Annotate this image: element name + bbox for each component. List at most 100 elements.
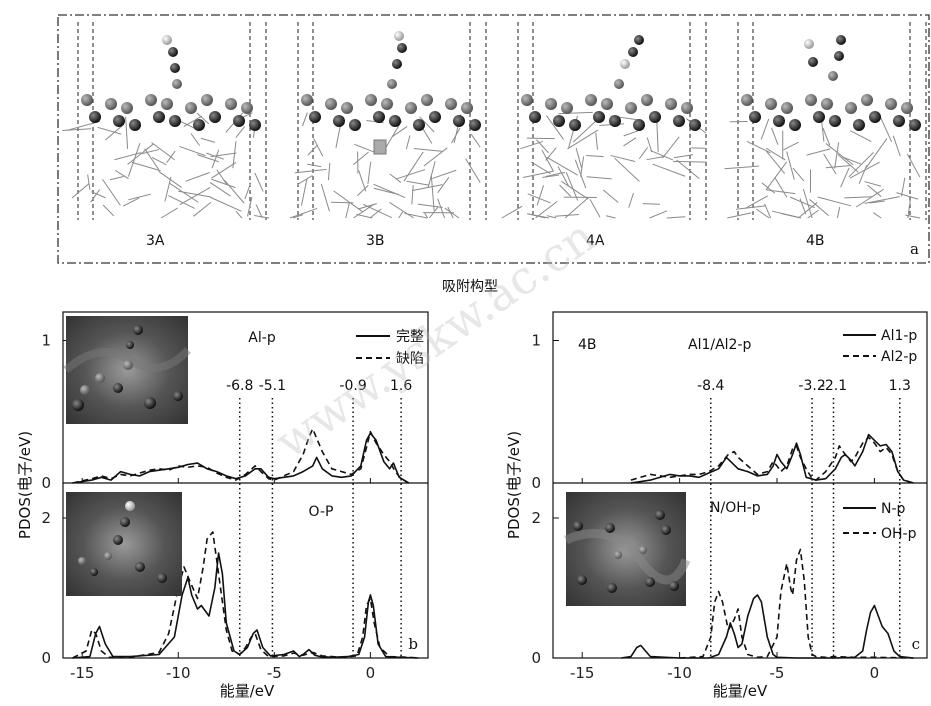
lattice-bond: [837, 154, 859, 173]
lattice-bond: [367, 161, 372, 185]
marker-label: 1.6: [390, 378, 412, 394]
lattice-bond: [255, 204, 263, 219]
lattice-bond: [869, 200, 885, 204]
lattice-bond: [756, 208, 770, 219]
panel-c: -8.4 -3.2-2.1 1.3 0 1 0 2 -15 -10 -5 0 4B Al1/Al2…: [505, 311, 928, 700]
structure-4a: 4A: [501, 22, 707, 249]
lattice-bond: [356, 184, 369, 197]
pdos-line-Al1-p: [630, 433, 914, 484]
subsurface-atom: [529, 111, 541, 123]
lattice-bond: [127, 143, 141, 177]
surface-atom: [185, 102, 197, 114]
lattice-bond: [907, 196, 912, 219]
lattice-bond: [823, 153, 837, 175]
y-tick-label: 0: [41, 649, 51, 667]
y-tick-label: 2: [531, 509, 541, 527]
panel-c-xlabel: 能量/eV: [713, 682, 768, 700]
lattice-bond: [395, 169, 426, 180]
marker-label: -0.9: [339, 378, 366, 394]
lattice-bond: [211, 178, 236, 189]
adsorbate-atom: [168, 47, 178, 57]
surface-atom: [561, 102, 573, 114]
subsurface-atom: [593, 111, 605, 123]
lattice-bond: [798, 202, 818, 219]
lattice-bond: [760, 118, 770, 140]
lattice-bond: [541, 149, 554, 172]
panel-c-plot: -8.4 -3.2-2.1 1.3: [621, 378, 914, 659]
panel-b-ylabel: PDOS(电子/eV): [16, 431, 34, 539]
lattice-bond: [554, 213, 579, 217]
lattice-bond: [559, 184, 572, 197]
marker-label: -3.2: [798, 378, 825, 394]
lattice-bond: [649, 210, 668, 219]
surface-atom: [81, 94, 93, 106]
surface-atom: [741, 94, 753, 106]
lattice-bond: [151, 156, 167, 166]
lattice-bond: [522, 170, 554, 179]
lattice-bond: [605, 215, 616, 219]
subsurface-atom: [249, 119, 261, 131]
lattice-bond: [140, 149, 160, 155]
lattice-bond: [765, 150, 786, 174]
subsurface-atom: [633, 119, 645, 131]
lattice-bond: [294, 168, 327, 174]
lattice-bond: [206, 152, 224, 160]
inset-density-n-oh-p: [564, 492, 691, 606]
lattice-bond: [536, 185, 544, 206]
lattice-bond: [676, 159, 700, 179]
panel-b: -6.8 -5.1 -0.9 1.6 0 1 0 2 -15 -10 -5 0: [16, 311, 429, 700]
lattice-bond: [210, 196, 242, 212]
lattice-bond: [501, 205, 523, 219]
subsurface-atom: [469, 119, 481, 131]
pdos-line-Al2-p: [630, 436, 914, 484]
lattice-bond: [211, 162, 237, 179]
lattice-bond: [809, 199, 829, 216]
surface-atom: [585, 94, 597, 106]
lattice-bond: [774, 177, 788, 198]
lattice-bond: [628, 192, 634, 208]
lattice-bond: [817, 196, 852, 207]
lattice-bond: [745, 195, 769, 209]
lattice-bond: [432, 169, 457, 179]
surface-atom: [901, 102, 913, 114]
surface-atom: [225, 98, 237, 110]
marker-label: -5.1: [259, 378, 286, 394]
lattice-bond: [546, 115, 564, 140]
subsurface-atom: [193, 119, 205, 131]
legend-label-al2: Al2-p: [881, 349, 917, 365]
lattice-bond: [865, 138, 888, 168]
lattice-bond: [849, 161, 880, 179]
lattice-bond: [836, 206, 841, 219]
lattice-bond: [822, 127, 831, 146]
structure-4b: 4B: [724, 22, 927, 249]
subsurface-atom: [429, 111, 441, 123]
lattice-bond: [373, 187, 399, 195]
lattice-bond: [906, 153, 921, 178]
adsorbate-atom: [392, 59, 402, 69]
lattice-bond: [844, 196, 873, 199]
surface-atom: [365, 94, 377, 106]
lattice-bond: [545, 147, 557, 161]
lattice-bond: [727, 212, 752, 219]
lattice-bond: [430, 175, 435, 211]
panel-b-subtitle-bottom: O-P: [309, 504, 334, 520]
lattice-bond: [166, 150, 176, 163]
lattice-bond: [646, 137, 653, 153]
figure-caption: 吸附构型: [442, 279, 498, 295]
lattice-bond: [211, 149, 220, 169]
lattice-bond: [589, 199, 601, 218]
lattice-bond: [623, 137, 637, 147]
panel-b-legend: 完整 缺陷: [356, 329, 424, 367]
subsurface-atom: [749, 111, 761, 123]
surface-atom: [625, 102, 637, 114]
marker-label: -2.1: [820, 378, 847, 394]
surface-atom: [325, 98, 337, 110]
structures-group: 3A 3B 4A 4B: [62, 22, 927, 249]
structure-3b: 3B: [289, 22, 487, 249]
subsurface-atom: [349, 119, 361, 131]
adsorbate-atom: [808, 57, 818, 67]
lattice-bond: [542, 174, 560, 178]
lattice-bond: [546, 156, 579, 176]
lattice-bond: [389, 173, 402, 183]
lattice-bond: [842, 156, 862, 165]
